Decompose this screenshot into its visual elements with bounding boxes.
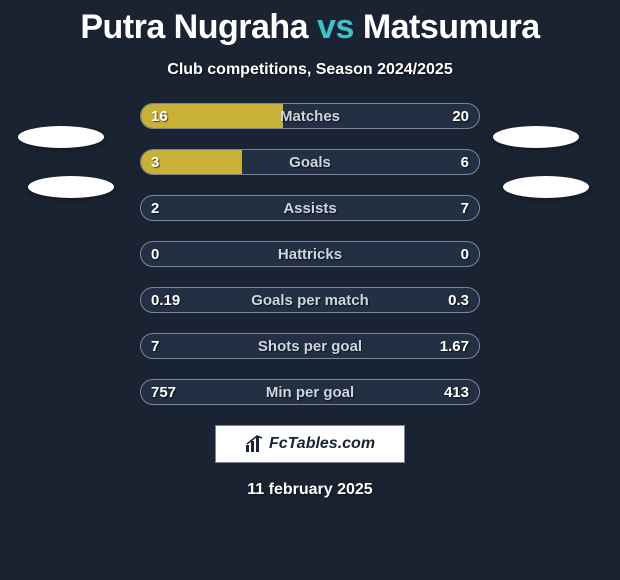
page-title: Putra Nugraha vs Matsumura	[0, 0, 620, 47]
stat-value-right: 1.67	[440, 334, 469, 358]
stat-row: 0Hattricks0	[140, 241, 480, 267]
stat-row: 7Shots per goal1.67	[140, 333, 480, 359]
stat-label: Goals	[141, 150, 479, 174]
stat-label: Shots per goal	[141, 334, 479, 358]
vs-text: vs	[317, 8, 354, 46]
decorative-ellipse	[493, 126, 579, 148]
decorative-ellipse	[28, 176, 114, 198]
stat-label: Matches	[141, 104, 479, 128]
stat-row: 757Min per goal413	[140, 379, 480, 405]
badge-text: FcTables.com	[269, 435, 375, 453]
stat-value-right: 0.3	[448, 288, 469, 312]
stat-value-right: 6	[461, 150, 469, 174]
stat-row: 0.19Goals per match0.3	[140, 287, 480, 313]
stat-label: Hattricks	[141, 242, 479, 266]
stat-row: 2Assists7	[140, 195, 480, 221]
stat-row: 3Goals6	[140, 149, 480, 175]
stat-value-right: 413	[444, 380, 469, 404]
stat-label: Min per goal	[141, 380, 479, 404]
stats-list: 16Matches20 3Goals6 2Assists7 0Hattricks0 0.…	[140, 103, 480, 405]
stat-value-right: 0	[461, 242, 469, 266]
stat-row: 16Matches20	[140, 103, 480, 129]
source-badge: FcTables.com	[215, 425, 405, 463]
player2-name: Matsumura	[363, 8, 540, 46]
stat-label: Assists	[141, 196, 479, 220]
stat-value-right: 7	[461, 196, 469, 220]
subtitle: Club competitions, Season 2024/2025	[0, 61, 620, 79]
footer-date: 11 february 2025	[0, 481, 620, 499]
decorative-ellipse	[18, 126, 104, 148]
stat-value-right: 20	[452, 104, 469, 128]
chart-icon	[245, 435, 265, 453]
decorative-ellipse	[503, 176, 589, 198]
player1-name: Putra Nugraha	[80, 8, 308, 46]
comparison-card: Putra Nugraha vs Matsumura Club competit…	[0, 0, 620, 580]
stat-label: Goals per match	[141, 288, 479, 312]
